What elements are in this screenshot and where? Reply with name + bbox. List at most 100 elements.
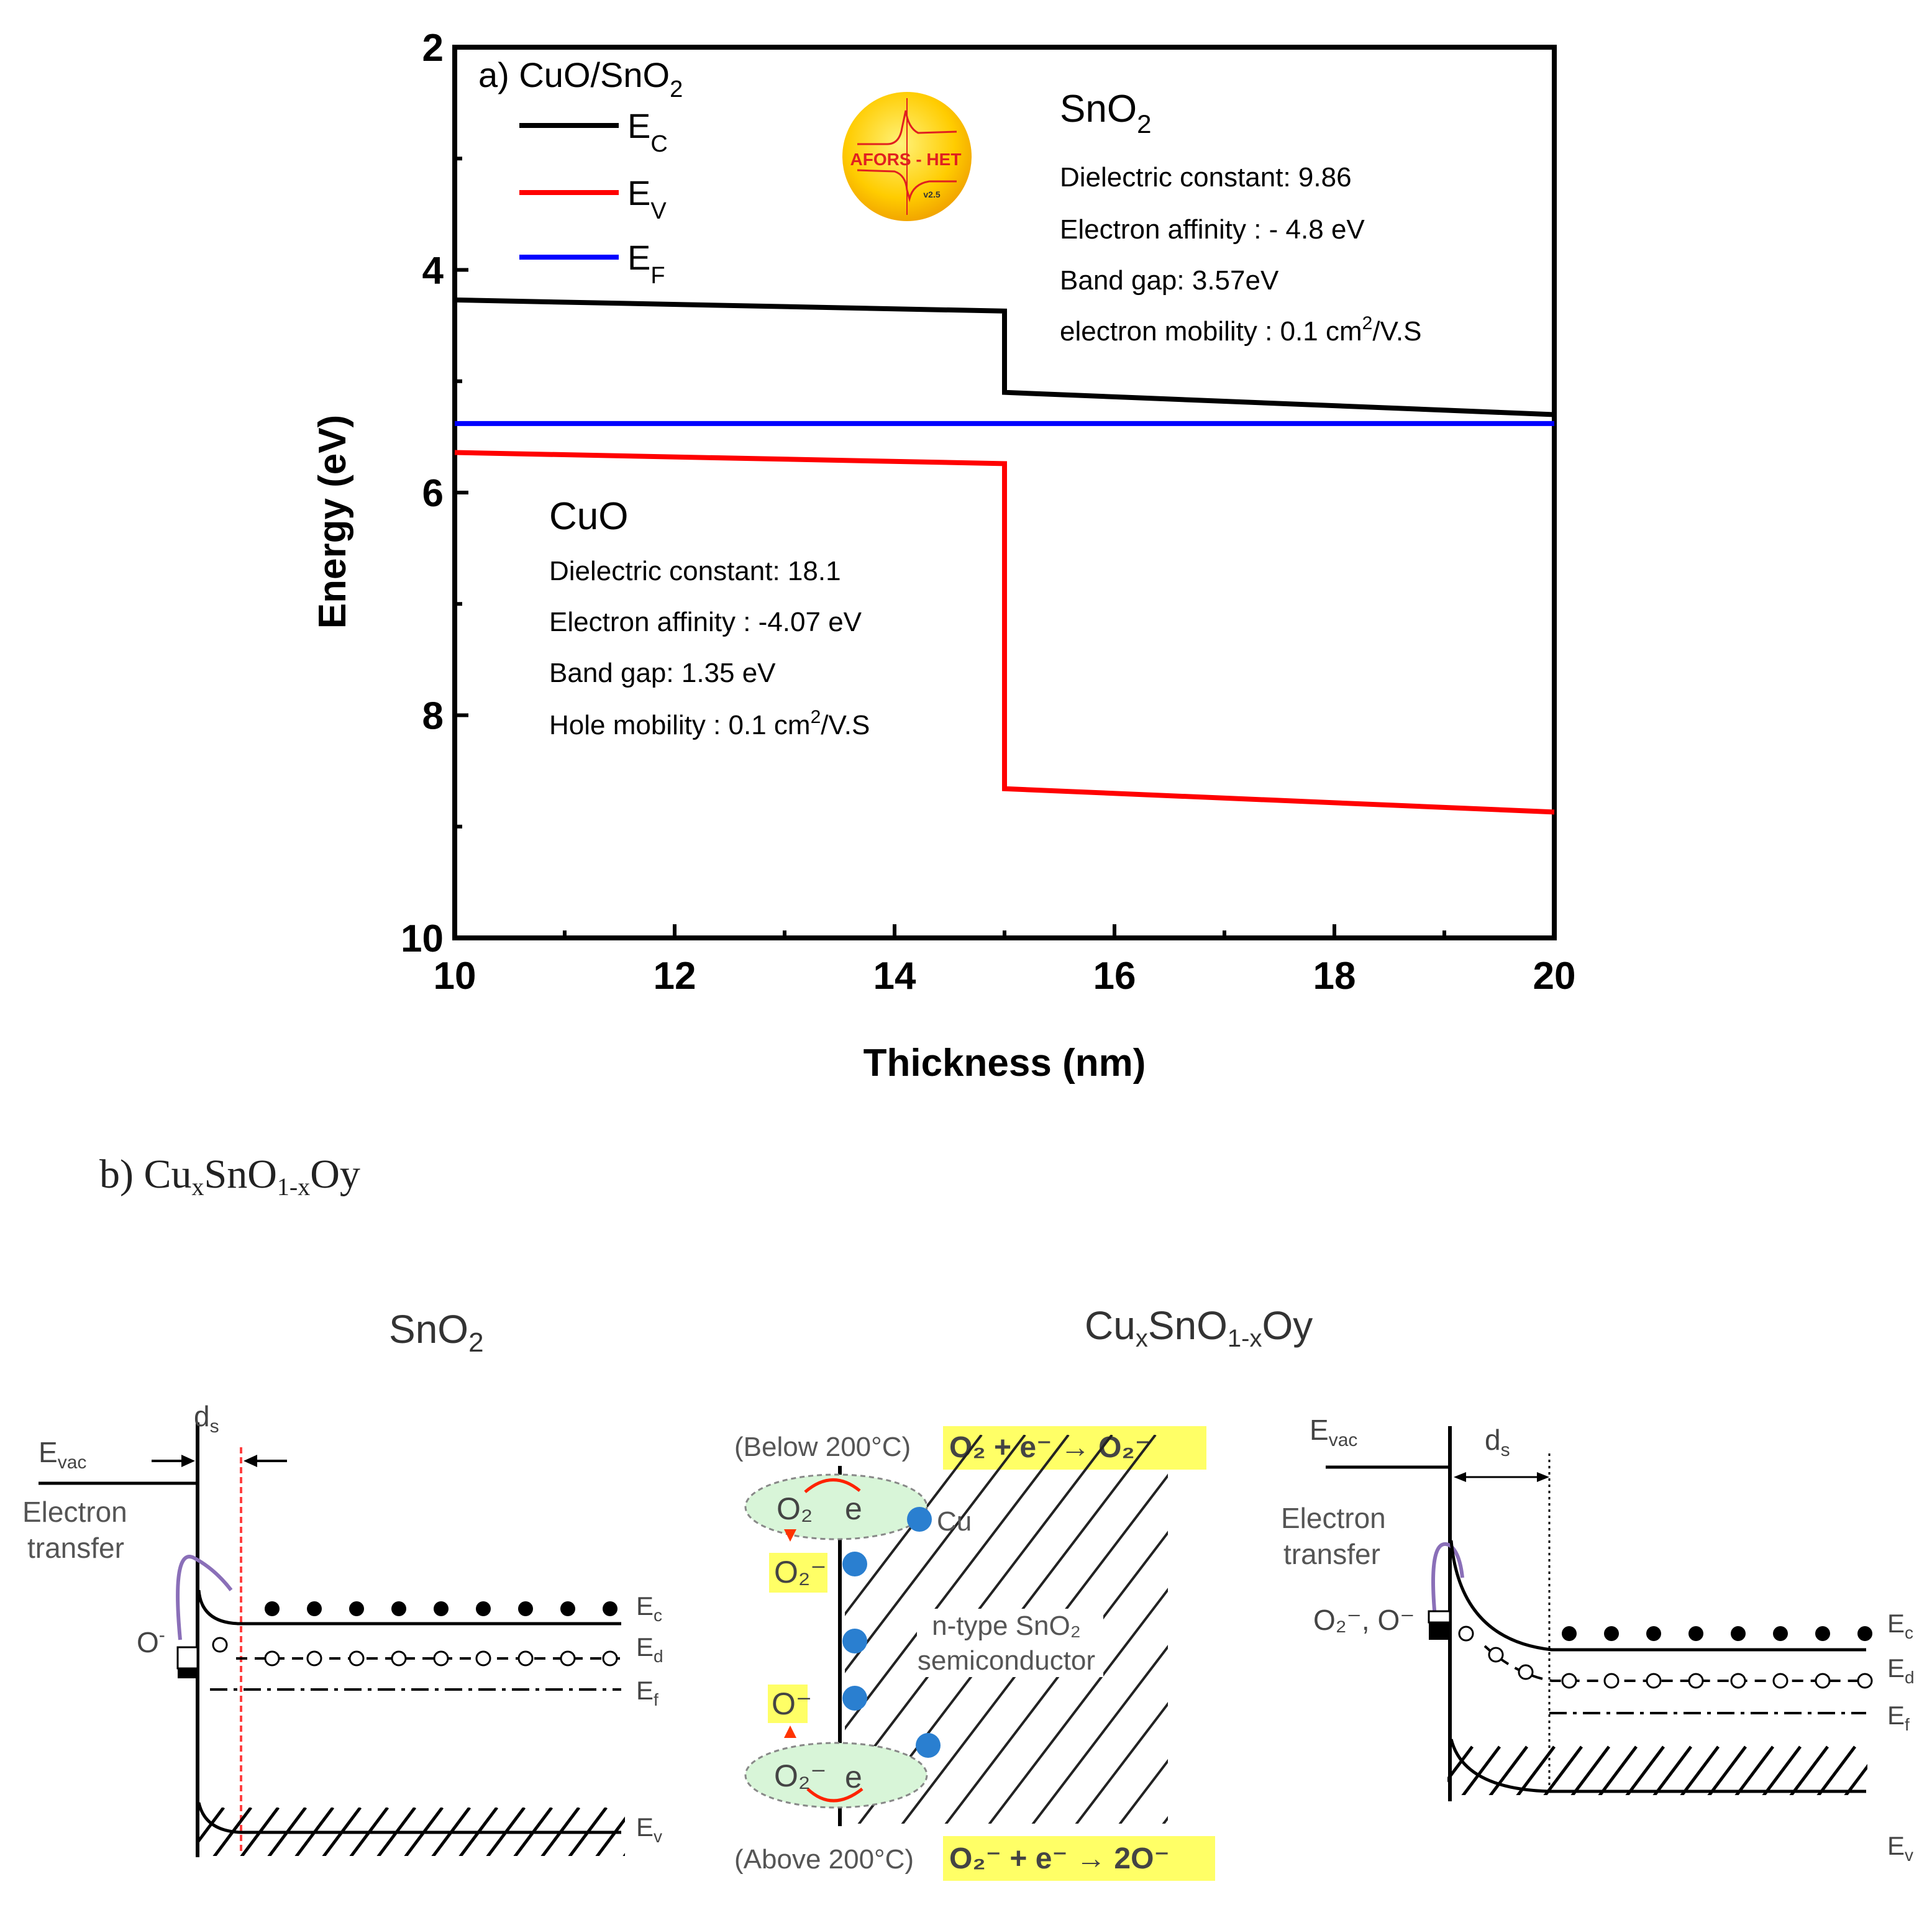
y-tick-label: 8 — [422, 695, 444, 738]
sno2-affinity: Electron affinity : - 4.8 eV — [1060, 214, 1365, 245]
left-electron-label: Electron — [22, 1496, 127, 1528]
x-minor-ticks — [563, 930, 1446, 938]
donor-level-circle — [475, 1650, 491, 1667]
donor-level-circle — [1603, 1673, 1620, 1689]
electron-dot — [1731, 1626, 1746, 1641]
electron-dot — [307, 1601, 322, 1616]
hatch-line — [349, 1808, 389, 1856]
right-donor-levels — [1458, 1626, 1873, 1689]
left-ed-label: Ed — [636, 1632, 663, 1666]
electron-dot — [476, 1601, 491, 1616]
x-tick-label: 18 — [1313, 955, 1356, 998]
x-tick-labels: 10 12 14 16 18 20 — [434, 955, 1576, 998]
o2-minus-top: O₂⁻ — [774, 1555, 827, 1589]
right-band-diagram: Evac ds Electron transfer O₂⁻, O⁻ — [1281, 1414, 1932, 1865]
electron-dot — [434, 1601, 449, 1616]
y-axis-title: Energy (eV) — [311, 415, 354, 629]
donor-level-circle — [560, 1650, 576, 1667]
electron-dot — [518, 1601, 533, 1616]
legend-item-ec: EC — [519, 106, 668, 157]
hatch-line — [568, 1808, 608, 1856]
x-tick-label: 16 — [1093, 955, 1136, 998]
electron-dot — [1562, 1626, 1577, 1641]
y-minor-ticks — [455, 157, 462, 829]
right-ev-label: Ev — [1887, 1831, 1913, 1865]
donor-level-circle — [1815, 1673, 1831, 1689]
donor-level-circle — [1488, 1647, 1504, 1663]
hatch-line — [1900, 1747, 1932, 1796]
donor-level-circle — [212, 1637, 228, 1653]
left-ds-label: ds — [194, 1400, 219, 1437]
hatch-line — [513, 1808, 553, 1856]
hatch-line — [294, 1808, 334, 1856]
hatch-line — [1652, 1745, 1692, 1795]
left-ef-label: Ef — [636, 1676, 658, 1709]
hatch-line — [1570, 1745, 1610, 1795]
hatch-line — [988, 1588, 1168, 1824]
left-diagram-title: SnO2 — [389, 1307, 484, 1358]
electron-dot — [1815, 1626, 1830, 1641]
hatch-line — [540, 1808, 580, 1856]
left-evac-label: Evac — [39, 1436, 86, 1473]
sno2-mobility: electron mobility : 0.1 cm2/V.S — [1060, 313, 1421, 347]
semiconductor-label-2: semiconductor — [918, 1645, 1095, 1676]
cu-label: Cu — [937, 1506, 972, 1537]
hatch-line — [376, 1808, 416, 1856]
below-200-label: (Below 200°C) — [734, 1432, 911, 1462]
semiconductor-label-1: n-type SnO₂ — [932, 1611, 1081, 1641]
x-tick-label: 14 — [873, 955, 916, 998]
sno2-annotation: SnO2 Dielectric constant: 9.86 Electron … — [1060, 88, 1421, 347]
hatch-line — [322, 1808, 362, 1856]
electron-dot — [349, 1601, 364, 1616]
hatch-line — [1461, 1745, 1501, 1795]
x-tick-label: 10 — [434, 955, 476, 998]
hatch-line — [1734, 1745, 1774, 1795]
sno2-dielectric: Dielectric constant: 9.86 — [1060, 162, 1352, 193]
hatch-line — [1707, 1745, 1747, 1795]
donor-level-circle — [1730, 1673, 1746, 1689]
legend: EC EV EF — [519, 106, 668, 289]
y-tick-labels: 2 4 6 8 10 — [401, 27, 444, 960]
o-minus-bottom: O⁻ — [772, 1686, 812, 1721]
donor-level-circle — [602, 1650, 618, 1667]
legend-label-ec: EC — [627, 106, 668, 157]
left-ec-label: Ec — [636, 1591, 662, 1625]
electron-bottom: e — [845, 1760, 862, 1794]
right-ds-label: ds — [1485, 1424, 1510, 1460]
y-tick-label: 2 — [422, 27, 444, 70]
electron-dot — [1773, 1626, 1788, 1641]
left-valence-hatch — [198, 1808, 625, 1856]
o2-molecule-top: O₂ — [777, 1491, 813, 1526]
hatch-line — [1162, 1816, 1168, 1824]
hatch-line — [1762, 1745, 1802, 1795]
hatch-line — [1516, 1745, 1556, 1795]
series-line-ev — [454, 450, 1555, 815]
hatch-line — [1844, 1763, 1867, 1795]
cuo-band-gap: Band gap: 1.35 eV — [549, 658, 776, 688]
hatch-line — [1031, 1644, 1168, 1824]
sno2-band-gap: Band gap: 3.57eV — [1060, 265, 1279, 296]
legend-item-ev: EV — [519, 173, 667, 224]
hatch-line — [1789, 1745, 1829, 1795]
donor-level-circle — [306, 1650, 322, 1667]
donor-level-circle — [1561, 1673, 1577, 1689]
hatch-line — [212, 1808, 252, 1856]
legend-label-ev: EV — [627, 173, 667, 224]
donor-level-circle — [1857, 1673, 1873, 1689]
electron-dot — [560, 1601, 575, 1616]
donor-level-circle — [517, 1650, 534, 1667]
hatch-line — [240, 1808, 280, 1856]
electron-dot — [265, 1601, 280, 1616]
electron-dot — [1604, 1626, 1619, 1641]
cuo-annotation: CuO Dielectric constant: 18.1 Electron a… — [549, 495, 870, 740]
right-conduction-electrons — [1562, 1626, 1872, 1641]
hatch-line — [1598, 1745, 1638, 1795]
hatch-line — [1488, 1745, 1528, 1795]
donor-level-circle — [391, 1650, 407, 1667]
x-axis-title: Thickness (nm) — [863, 1042, 1146, 1085]
chart-panel-a: 10 12 14 16 18 20 2 4 6 8 10 Thickness (nm) Energ… — [311, 27, 1575, 1085]
hatch-line — [1680, 1745, 1720, 1795]
hatch-line — [1075, 1701, 1168, 1824]
left-conduction-electrons — [265, 1601, 617, 1616]
above-200-equation: O₂⁻ + e⁻ → 2O⁻ — [949, 1842, 1170, 1875]
